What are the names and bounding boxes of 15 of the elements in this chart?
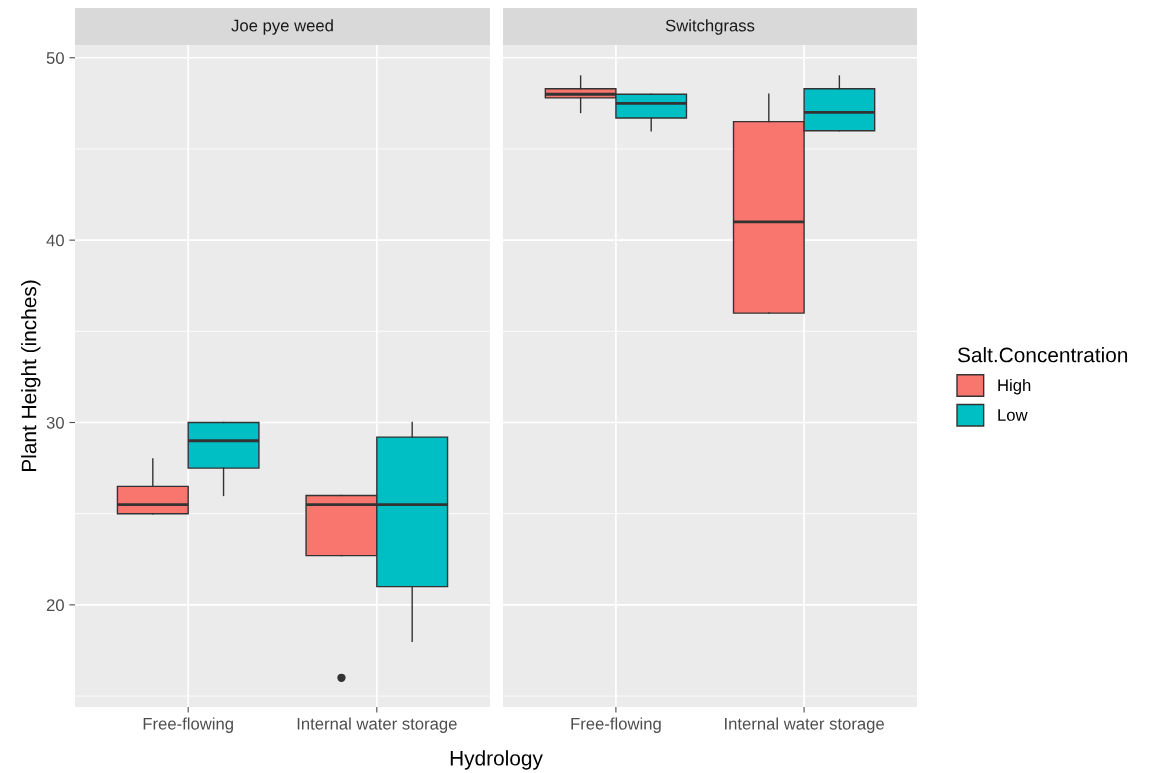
y-tick-label: 30	[46, 416, 64, 429]
x-tick-label: Internal water storage	[297, 717, 457, 733]
y-axis-title: Plant Height (inches)	[21, 280, 41, 471]
x-tick-label: Internal water storage	[725, 717, 884, 733]
chart-title: Joe pye weed	[231, 19, 333, 35]
legend-label: Low	[998, 409, 1028, 421]
y-tick-label: 20	[46, 599, 64, 612]
y-tick-label: 50	[46, 52, 64, 64]
chart-title: Switchgrass	[665, 19, 755, 35]
x-tick-label: Free-flowing	[143, 717, 233, 733]
legend-title: Salt.Concentration	[957, 347, 1128, 363]
x-axis-title: Hydrology	[450, 750, 543, 770]
y-tick-label: 40	[46, 234, 64, 247]
x-tick-label: Free-flowing	[571, 717, 661, 733]
legend-label: High	[998, 378, 1031, 395]
